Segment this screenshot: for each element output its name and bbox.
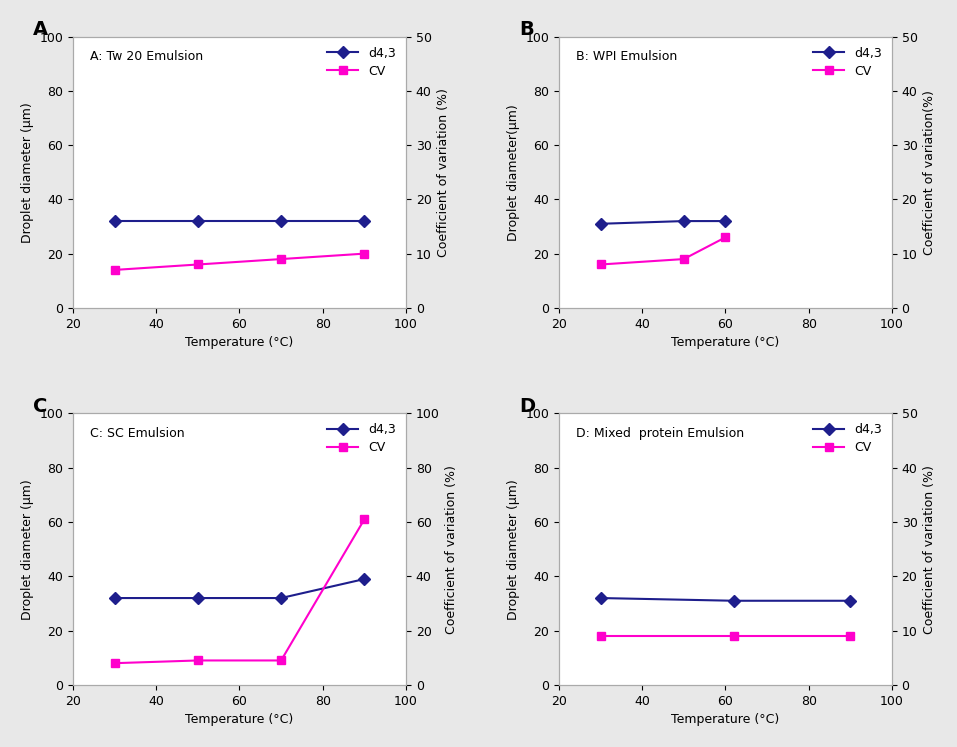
- Legend: d4,3, CV: d4,3, CV: [323, 43, 400, 81]
- d4,3: [109, 594, 121, 603]
- CV: [109, 659, 121, 668]
- Text: B: B: [519, 20, 534, 40]
- CV: [192, 260, 204, 269]
- X-axis label: Temperature (°C): Temperature (°C): [671, 336, 780, 349]
- Legend: d4,3, CV: d4,3, CV: [323, 420, 400, 458]
- Text: B: WPI Emulsion: B: WPI Emulsion: [575, 50, 677, 63]
- d4,3: [192, 594, 204, 603]
- d4,3: [595, 220, 607, 229]
- Y-axis label: Coefficient of variation(%): Coefficient of variation(%): [924, 90, 936, 255]
- CV: [192, 656, 204, 665]
- Text: C: C: [33, 397, 48, 416]
- Text: D: D: [519, 397, 535, 416]
- X-axis label: Temperature (°C): Temperature (°C): [671, 713, 780, 726]
- Legend: d4,3, CV: d4,3, CV: [809, 43, 885, 81]
- Line: CV: CV: [596, 632, 855, 640]
- CV: [844, 631, 856, 640]
- CV: [595, 631, 607, 640]
- d4,3: [595, 594, 607, 603]
- Y-axis label: Droplet diameter (μm): Droplet diameter (μm): [21, 479, 33, 619]
- X-axis label: Temperature (°C): Temperature (°C): [186, 336, 294, 349]
- d4,3: [678, 217, 689, 226]
- CV: [359, 515, 370, 524]
- Legend: d4,3, CV: d4,3, CV: [809, 420, 885, 458]
- X-axis label: Temperature (°C): Temperature (°C): [186, 713, 294, 726]
- Line: d4,3: d4,3: [110, 217, 368, 226]
- d4,3: [720, 217, 731, 226]
- d4,3: [276, 594, 287, 603]
- CV: [720, 233, 731, 242]
- CV: [276, 255, 287, 264]
- Y-axis label: Droplet diameter(μm): Droplet diameter(μm): [507, 104, 520, 241]
- CV: [276, 656, 287, 665]
- Line: CV: CV: [110, 515, 368, 667]
- Text: A: Tw 20 Emulsion: A: Tw 20 Emulsion: [90, 50, 203, 63]
- Line: CV: CV: [110, 249, 368, 274]
- d4,3: [728, 596, 740, 605]
- Y-axis label: Droplet diameter (μm): Droplet diameter (μm): [507, 479, 520, 619]
- CV: [595, 260, 607, 269]
- Line: CV: CV: [596, 233, 729, 269]
- CV: [109, 265, 121, 274]
- Y-axis label: Droplet diameter (μm): Droplet diameter (μm): [21, 102, 33, 243]
- Text: C: SC Emulsion: C: SC Emulsion: [90, 427, 185, 440]
- d4,3: [109, 217, 121, 226]
- d4,3: [359, 574, 370, 583]
- Text: D: Mixed  protein Emulsion: D: Mixed protein Emulsion: [575, 427, 744, 440]
- d4,3: [276, 217, 287, 226]
- Y-axis label: Coefficient of variation (%): Coefficient of variation (%): [437, 88, 450, 257]
- Y-axis label: Coefficient of variation (%): Coefficient of variation (%): [924, 465, 936, 633]
- Line: d4,3: d4,3: [110, 575, 368, 602]
- CV: [728, 631, 740, 640]
- d4,3: [359, 217, 370, 226]
- CV: [678, 255, 689, 264]
- d4,3: [192, 217, 204, 226]
- Line: d4,3: d4,3: [596, 594, 855, 605]
- Text: A: A: [33, 20, 48, 40]
- Line: d4,3: d4,3: [596, 217, 729, 228]
- Y-axis label: Coefficient of variation (%): Coefficient of variation (%): [445, 465, 458, 633]
- d4,3: [844, 596, 856, 605]
- CV: [359, 249, 370, 258]
